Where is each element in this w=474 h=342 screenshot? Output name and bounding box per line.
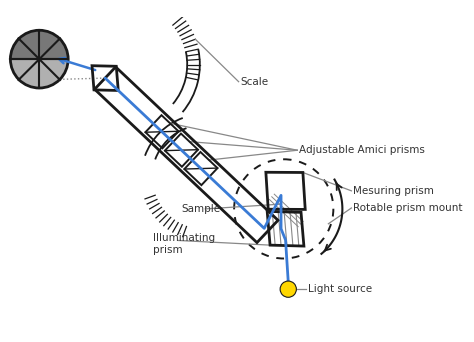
Circle shape — [280, 281, 296, 297]
Wedge shape — [10, 30, 68, 59]
Text: Adjustable Amici prisms: Adjustable Amici prisms — [299, 145, 425, 155]
Text: Light source: Light source — [308, 284, 372, 294]
Text: Rotable prism mount: Rotable prism mount — [353, 203, 463, 213]
Wedge shape — [10, 59, 68, 88]
Text: Mesuring prism: Mesuring prism — [353, 186, 434, 196]
Text: Illuminating
prism: Illuminating prism — [153, 233, 215, 255]
Text: Sample: Sample — [182, 204, 221, 214]
Text: Scale: Scale — [240, 77, 269, 87]
